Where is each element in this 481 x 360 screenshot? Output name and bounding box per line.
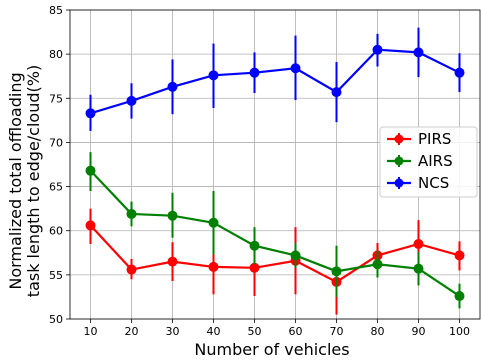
data-point [331,87,342,98]
series-line [89,224,460,284]
y-tick-label: 60 [49,225,63,238]
x-tick-label: 50 [248,325,262,338]
data-point [249,240,260,251]
y-tick-label: 85 [49,4,63,17]
legend-marker [394,178,404,188]
data-point [372,44,383,55]
plot-frame [69,9,481,320]
data-point [290,250,301,261]
legend-item-pirs: PIRS [387,130,451,148]
data-point [85,220,96,231]
series-ncs [85,27,465,131]
legend: PIRS AIRS NCS [379,126,478,198]
x-tick-label: 60 [289,325,303,338]
y-tick-label: 50 [49,313,63,326]
data-point [372,259,383,270]
y-tick-label: 75 [49,92,63,105]
data-point [85,108,96,119]
legend-item-airs: AIRS [387,152,453,170]
data-point [249,262,260,273]
x-tick-label: 10 [84,325,98,338]
data-point [454,67,465,78]
legend-label: NCS [418,174,449,192]
data-point [208,261,219,272]
data-point [413,47,424,58]
data-point [413,263,424,274]
x-tick-label: 70 [330,325,344,338]
y-tick-label: 70 [49,136,63,149]
data-point [249,67,260,78]
y-axis-label-group: Normalized total offloading task length … [6,65,43,297]
x-tick-label: 100 [449,325,470,338]
series-line [90,48,460,115]
x-tick-label: 40 [207,325,221,338]
y-tick-label: 55 [49,269,63,282]
data-point [413,238,424,249]
x-tick-label: 90 [412,325,426,338]
data-point [454,250,465,261]
data-point [126,264,137,275]
data-point [85,165,96,176]
series-pirs [85,208,465,315]
legend-marker [394,156,404,166]
legend-item-ncs: NCS [387,174,449,192]
data-point [290,63,301,74]
legend-label: AIRS [418,152,453,170]
y-axis-label-line-1: Normalized total offloading [6,72,25,289]
plot-series [85,27,465,315]
series-line [89,169,461,297]
legend-label: PIRS [418,130,451,148]
data-point [331,266,342,277]
y-tick-label: 80 [49,48,63,61]
x-tick-label: 20 [125,325,139,338]
data-point [126,208,137,219]
x-tick-label: 30 [166,325,180,338]
x-tick-label: 80 [371,325,385,338]
data-point [208,217,219,228]
data-point [167,256,178,267]
series-airs [85,152,465,309]
legend-marker [394,134,404,144]
axis-ticks: 10 20 30 40 50 60 70 80 90 100 50 55 60 65 70 75 80 85 [49,4,470,338]
data-point [208,70,219,81]
y-axis-label-line-2: task length to edge/cloud(%) [24,65,43,297]
legend-box [379,126,478,198]
y-tick-label: 65 [49,181,63,194]
plot-border [69,9,481,320]
data-point [167,210,178,221]
x-axis-label: Number of vehicles [194,340,349,359]
data-point [126,95,137,106]
data-point [454,291,465,302]
data-point [167,81,178,92]
